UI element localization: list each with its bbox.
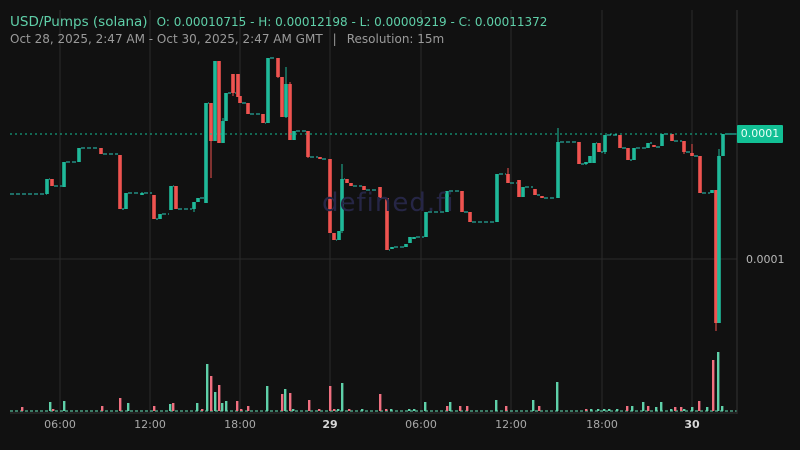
time-axis-label: 12:00 (134, 418, 166, 431)
time-axis-label: 06:00 (405, 418, 437, 431)
grid-lines (10, 10, 737, 413)
time-axis-label: 12:00 (495, 418, 527, 431)
candlesticks (10, 57, 737, 331)
chart-legend: USD/Pumps (solana) O: 0.00010715 - H: 0.… (10, 11, 547, 30)
time-axis-label: 18:00 (224, 418, 256, 431)
ohlc-values: O: 0.00010715 - H: 0.00012198 - L: 0.000… (156, 15, 548, 29)
time-axis-label: 06:00 (44, 418, 76, 431)
time-axis-label: 18:00 (586, 418, 618, 431)
separator: | (332, 32, 337, 46)
time-axis-label: 29 (322, 418, 338, 431)
volume-bars (10, 352, 737, 412)
pair-title: USD/Pumps (solana) (10, 14, 148, 30)
date-range: Oct 28, 2025, 2:47 AM - Oct 30, 2025, 2:… (10, 32, 323, 46)
time-axis-label: 30 (684, 418, 700, 431)
current-price-tag: 0.0001 (737, 125, 783, 143)
price-axis-label: 0.0001 (746, 253, 785, 266)
resolution: Resolution: 15m (346, 32, 445, 46)
watermark: defined.fi (322, 188, 455, 218)
chart-subtitle: Oct 28, 2025, 2:47 AM - Oct 30, 2025, 2:… (10, 32, 444, 46)
